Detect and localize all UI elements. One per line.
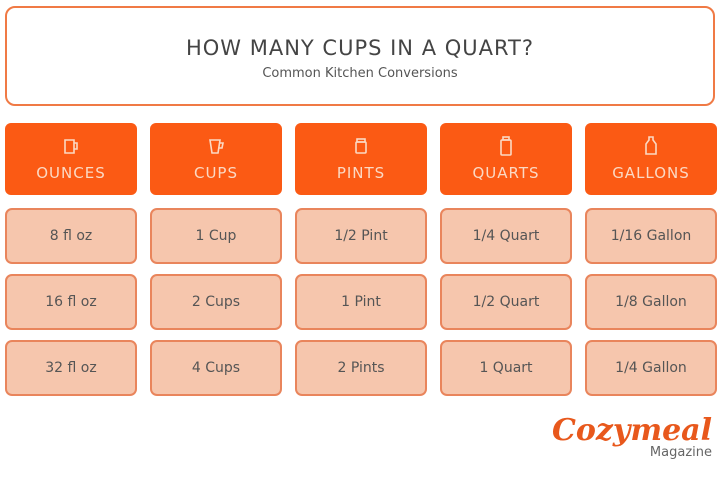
table-cell: 1/16 Gallon — [585, 208, 717, 264]
quart-bottle-icon — [500, 136, 512, 156]
column-header-gallons: GALLONS — [585, 123, 717, 195]
table-cell: 2 Pints — [295, 340, 427, 396]
cozymeal-logo: Cozymeal Magazine — [551, 413, 712, 461]
table-cell: 1 Pint — [295, 274, 427, 330]
column-label: OUNCES — [36, 164, 106, 182]
table-cell: 1/2 Pint — [295, 208, 427, 264]
conversion-table: OUNCES CUPS PINTS QUARTS GALLONS 8 fl oz… — [5, 123, 717, 396]
table-cell: 2 Cups — [150, 274, 282, 330]
column-label: CUPS — [193, 164, 239, 182]
measuring-cup-icon — [209, 139, 224, 154]
measuring-jug-icon — [64, 139, 78, 154]
table-cell: 16 fl oz — [5, 274, 137, 330]
column-header-cups: CUPS — [150, 123, 282, 195]
table-cell: 1/4 Quart — [440, 208, 572, 264]
column-label: QUARTS — [472, 164, 540, 182]
table-cell: 1 Quart — [440, 340, 572, 396]
logo-subtitle: Magazine — [649, 445, 712, 460]
column-label: GALLONS — [612, 164, 690, 182]
page-title: HOW MANY CUPS IN A QUART? — [185, 36, 535, 60]
table-cell: 1/8 Gallon — [585, 274, 717, 330]
column-header-ounces: OUNCES — [5, 123, 137, 195]
column-header-quarts: QUARTS — [440, 123, 572, 195]
table-cell: 32 fl oz — [5, 340, 137, 396]
table-cell: 1/4 Gallon — [585, 340, 717, 396]
page-subtitle: Common Kitchen Conversions — [262, 66, 458, 81]
table-cell: 4 Cups — [150, 340, 282, 396]
logo-brand: Cozymeal — [551, 413, 712, 448]
table-cell: 1 Cup — [150, 208, 282, 264]
column-label: PINTS — [336, 164, 386, 182]
column-header-pints: PINTS — [295, 123, 427, 195]
table-cell: 1/2 Quart — [440, 274, 572, 330]
table-cell: 8 fl oz — [5, 208, 137, 264]
title-box: HOW MANY CUPS IN A QUART? Common Kitchen… — [5, 6, 715, 106]
pint-jar-icon — [355, 138, 367, 154]
gallon-jug-icon — [645, 136, 657, 155]
